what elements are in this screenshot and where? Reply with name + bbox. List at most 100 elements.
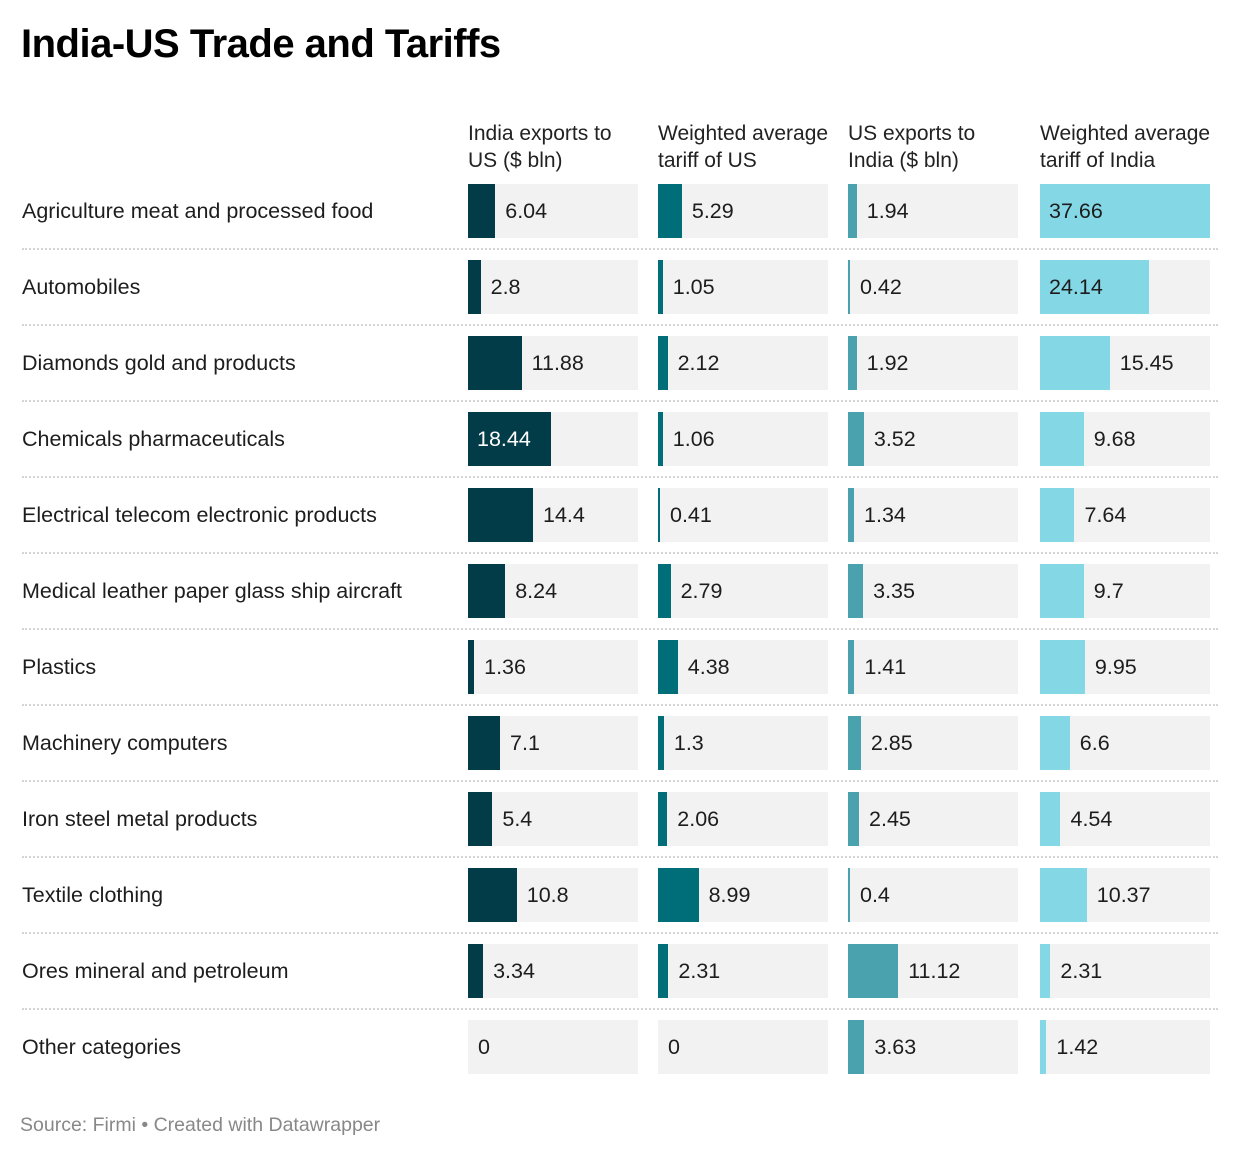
value-label: 2.79	[680, 579, 723, 603]
bar	[468, 336, 522, 390]
bar-cell: 1.42	[1040, 1020, 1210, 1074]
bar	[1040, 868, 1087, 922]
row-divider	[22, 704, 1218, 706]
value-label: 9.68	[1093, 427, 1136, 451]
bar	[1040, 640, 1085, 694]
value-label: 0	[478, 1035, 490, 1059]
bar	[848, 260, 850, 314]
row-divider	[22, 248, 1218, 250]
value-label: 2.85	[870, 731, 913, 755]
value-label: 3.52	[873, 427, 916, 451]
row-divider	[22, 780, 1218, 782]
bar-cell: 1.05	[658, 260, 828, 314]
value-label: 24.14	[1049, 275, 1103, 299]
bar	[658, 716, 664, 770]
value-label: 1.06	[672, 427, 715, 451]
bar-cell: 2.45	[848, 792, 1018, 846]
bar	[1040, 336, 1110, 390]
row-divider	[22, 552, 1218, 554]
bar-cell: 14.4	[468, 488, 638, 542]
row-label: Ores mineral and petroleum	[22, 959, 289, 983]
bar	[848, 336, 857, 390]
bar-cell: 18.44	[468, 412, 638, 466]
value-label: 1.92	[866, 351, 909, 375]
row-divider	[22, 476, 1218, 478]
bar	[848, 944, 899, 998]
bar-cell: 3.52	[848, 412, 1018, 466]
bar-cell: 7.1	[468, 716, 638, 770]
bar	[468, 488, 533, 542]
value-label: 9.7	[1093, 579, 1124, 603]
row-divider	[22, 324, 1218, 326]
source-note: Source: Firmi • Created with Datawrapper	[20, 1114, 381, 1136]
row-divider	[22, 1008, 1218, 1010]
table-body: Agriculture meat and processed food 6.04 5…	[22, 184, 1218, 1096]
table-row: Medical leather paper glass ship aircraf…	[22, 564, 1218, 640]
value-label: 9.95	[1094, 655, 1137, 679]
column-header-us-exports: US exports to India ($ bln)	[848, 122, 976, 172]
table-row: Automobiles 2.8 1.05 0.42 24.14	[22, 260, 1218, 336]
row-divider	[22, 856, 1218, 858]
bar-cell: 37.66	[1040, 184, 1210, 238]
row-label: Medical leather paper glass ship aircraf…	[22, 579, 403, 603]
bar-cell: 5.29	[658, 184, 828, 238]
row-divider	[22, 628, 1218, 630]
value-label: 3.35	[873, 579, 915, 603]
bar-cell: 7.64	[1040, 488, 1210, 542]
row-label: Electrical telecom electronic products	[22, 503, 377, 527]
bar	[658, 184, 682, 238]
row-label: Other categories	[22, 1035, 181, 1059]
value-label: 0.4	[860, 883, 890, 907]
bar-cell: 3.63	[848, 1020, 1018, 1074]
bar-cell: 1.34	[848, 488, 1018, 542]
bar-cell: 5.4	[468, 792, 638, 846]
bar	[1040, 1020, 1047, 1074]
column-header-us-tariff: Weighted average tariff of US	[658, 122, 829, 172]
bar	[658, 260, 663, 314]
row-label: Automobiles	[22, 275, 141, 299]
row-label: Plastics	[22, 655, 97, 679]
bar-cell: 1.94	[848, 184, 1018, 238]
bar	[1040, 488, 1075, 542]
table-row: Plastics 1.36 4.38 1.41 9.95	[22, 640, 1218, 716]
bar-cell: 10.8	[468, 868, 638, 922]
value-label: 1.05	[672, 275, 715, 299]
row-label: Iron steel metal products	[22, 807, 258, 831]
bar	[848, 412, 864, 466]
bar	[848, 564, 864, 618]
bar-cell: 24.14	[1040, 260, 1210, 314]
bar	[848, 868, 850, 922]
bar-cell: 11.12	[848, 944, 1018, 998]
bar-cell: 15.45	[1040, 336, 1210, 390]
row-divider	[22, 400, 1218, 402]
bar-cell: 9.95	[1040, 640, 1210, 694]
bar	[1040, 944, 1051, 998]
value-label: 6.6	[1079, 731, 1110, 755]
row-label: Diamonds gold and products	[22, 351, 296, 375]
bar	[1040, 564, 1084, 618]
bar-cell: 10.37	[1040, 868, 1210, 922]
bar-cell: 0.41	[658, 488, 828, 542]
bar-cell: 6.6	[1040, 716, 1210, 770]
bar-cell: 2.31	[1040, 944, 1210, 998]
table-row: Other categories 0 0 3.63 1.42	[22, 1020, 1218, 1096]
value-label: 2.31	[678, 959, 721, 983]
bar-cell: 2.12	[658, 336, 828, 390]
bar-cell: 1.41	[848, 640, 1018, 694]
bar	[848, 488, 855, 542]
bar-cell: 2.8	[468, 260, 638, 314]
bar	[468, 412, 552, 466]
table-row: Agriculture meat and processed food 6.04 5…	[22, 184, 1218, 260]
value-label: 1.3	[673, 731, 704, 755]
value-label: 2.31	[1060, 959, 1103, 983]
bar-cell: 3.34	[468, 944, 638, 998]
bar-cell: 1.3	[658, 716, 828, 770]
bar-cell: 1.36	[468, 640, 638, 694]
row-label: Textile clothing	[22, 883, 164, 907]
bar-cell: 4.54	[1040, 792, 1210, 846]
bar	[848, 792, 860, 846]
bar-cell: 0	[658, 1020, 828, 1074]
bar	[1040, 184, 1210, 238]
bar	[658, 336, 668, 390]
value-label: 0.41	[670, 503, 712, 527]
